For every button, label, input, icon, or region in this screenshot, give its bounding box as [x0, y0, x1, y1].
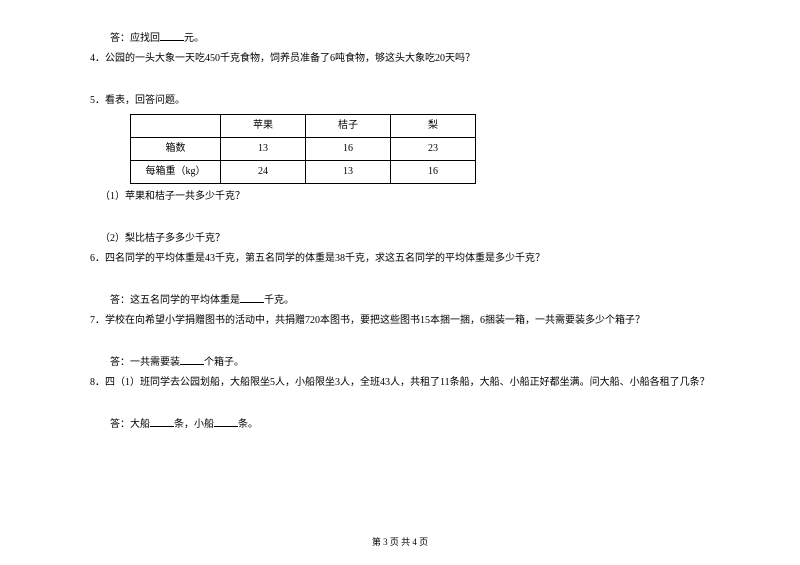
q3-answer-line: 答：应找回 元。 [90, 30, 710, 48]
table-header-orange: 桔子 [306, 115, 391, 138]
q4-text: 4．公园的一头大象一天吃450千克食物，饲养员准备了6吨食物，够这头大象吃20天… [90, 50, 710, 68]
table-header-row: 苹果 桔子 梨 [131, 115, 476, 138]
q6-answer-suffix: 千克。 [264, 295, 294, 306]
q8-blank2 [214, 418, 238, 427]
row2-orange: 13 [306, 161, 391, 184]
q6-answer-line: 答：这五名同学的平均体重是 千克。 [90, 292, 710, 310]
q8-a1-prefix: 答：大船 [110, 419, 150, 430]
q7-blank [180, 356, 204, 365]
q8-text: 8．四（1）班同学去公园划船，大船限坐5人，小船限坐3人，全班43人，共租了11… [90, 374, 710, 392]
q3-answer-suffix: 元。 [184, 33, 204, 44]
table-header-pear: 梨 [391, 115, 476, 138]
row2-label: 每箱重（kg） [131, 161, 221, 184]
row1-apple: 13 [221, 138, 306, 161]
page-footer: 第 3 页 共 4 页 [0, 534, 800, 550]
row1-label: 箱数 [131, 138, 221, 161]
q8-answer-line: 答：大船 条，小船 条。 [90, 416, 710, 434]
q8-a2-suffix: 条。 [238, 419, 258, 430]
q7-answer-line: 答：一共需要装 个箱子。 [90, 354, 710, 372]
row2-pear: 16 [391, 161, 476, 184]
table-header-apple: 苹果 [221, 115, 306, 138]
q5-1: （1）苹果和桔子一共多少千克？ [90, 188, 710, 206]
table-row: 箱数 13 16 23 [131, 138, 476, 161]
q3-blank [160, 32, 184, 41]
table-row: 每箱重（kg） 24 13 16 [131, 161, 476, 184]
q5-title: 5．看表，回答问题。 [90, 92, 710, 110]
q6-text: 6．四名同学的平均体重是43千克，第五名同学的体重是38千克，求这五名同学的平均… [90, 250, 710, 268]
q6-blank [240, 294, 264, 303]
q3-answer-prefix: 答：应找回 [110, 33, 160, 44]
fruit-table: 苹果 桔子 梨 箱数 13 16 23 每箱重（kg） 24 13 16 [130, 114, 476, 184]
q7-answer-suffix: 个箱子。 [204, 357, 244, 368]
q6-answer-prefix: 答：这五名同学的平均体重是 [110, 295, 240, 306]
row1-pear: 23 [391, 138, 476, 161]
table-header-blank [131, 115, 221, 138]
row1-orange: 16 [306, 138, 391, 161]
q8-blank1 [150, 418, 174, 427]
row2-apple: 24 [221, 161, 306, 184]
q5-2: （2）梨比桔子多多少千克？ [90, 230, 710, 248]
q7-text: 7．学校在向希望小学捐赠图书的活动中，共捐赠720本图书，要把这些图书15本捆一… [90, 312, 710, 330]
q7-answer-prefix: 答：一共需要装 [110, 357, 180, 368]
q8-a1-suffix: 条，小船 [174, 419, 214, 430]
